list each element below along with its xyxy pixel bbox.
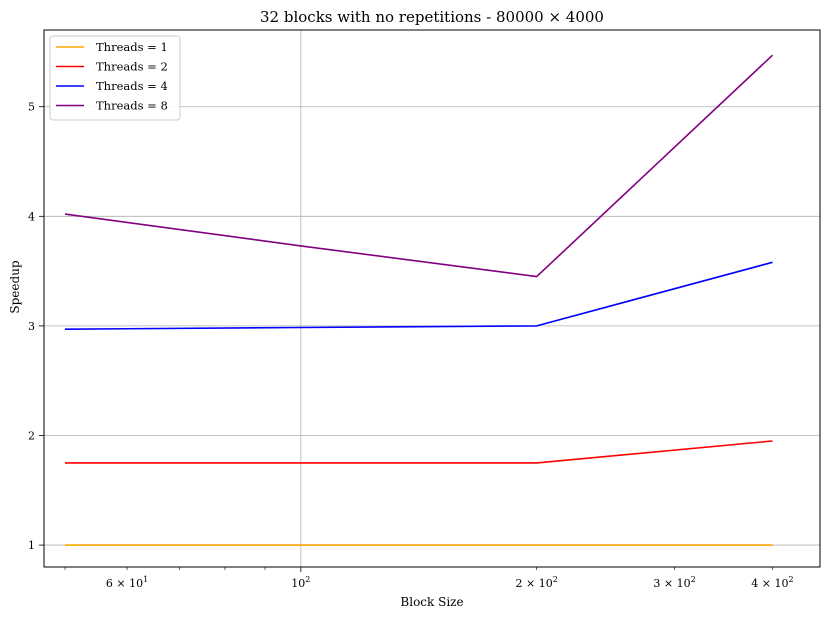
legend-label: Threads = 8 [96, 99, 168, 113]
series-line [64, 261, 773, 330]
axis-ticks: 102 6 × 101 2 × 102 3 × 102 4 × 102 1 2 3 4 5 [28, 101, 794, 590]
plot-area-frame [43, 29, 821, 568]
legend-label: Threads = 1 [96, 40, 168, 54]
chart-title: 32 blocks with no repetitions - 80000 × … [260, 8, 604, 26]
series-lines [64, 54, 774, 546]
y-tick-label: 1 [28, 539, 35, 552]
x-tick-label: 4 × 102 [751, 575, 793, 590]
legend: Threads = 1 Threads = 2 Threads = 4 Threads… [49, 35, 181, 121]
series-line [65, 440, 773, 464]
y-axis-label: Speedup [8, 260, 22, 314]
x-tick-label: 6 × 101 [106, 575, 148, 590]
x-tick-label: 102 [291, 575, 310, 590]
legend-box [49, 35, 181, 121]
y-tick-label: 5 [28, 101, 35, 114]
legend-label: Threads = 4 [96, 79, 168, 93]
legend-label: Threads = 2 [96, 60, 168, 74]
y-tick-label: 3 [28, 320, 35, 333]
x-axis-label: Block Size [400, 595, 463, 609]
y-tick-label: 4 [28, 210, 35, 223]
series-line [64, 54, 774, 278]
x-tick-label: 2 × 102 [515, 575, 557, 590]
y-tick-label: 2 [28, 429, 35, 442]
x-tick-label: 3 × 102 [653, 575, 695, 590]
